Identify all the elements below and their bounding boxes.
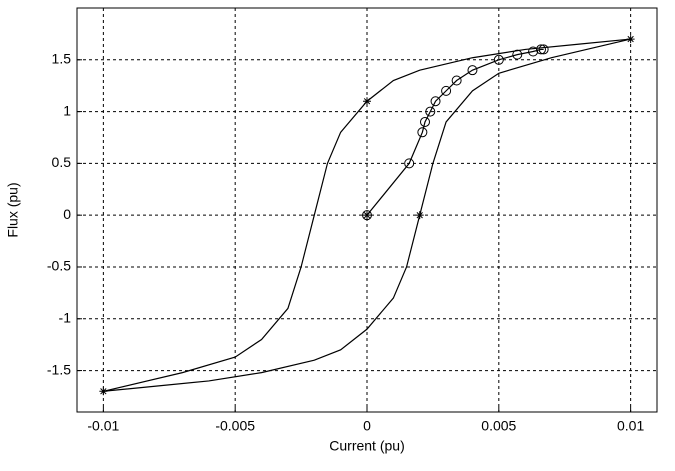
star-marker <box>626 35 635 44</box>
marker <box>528 46 539 57</box>
marker <box>538 44 549 55</box>
x-tick-label: -0.005 <box>215 418 255 434</box>
x-tick-label: 0.01 <box>617 418 644 434</box>
marker <box>362 210 372 221</box>
curve <box>103 38 631 392</box>
x-tick-label: -0.01 <box>87 418 119 434</box>
y-axis-label: Flux (pu) <box>5 182 21 237</box>
x-axis-label: Current (pu) <box>329 438 404 454</box>
marker <box>467 65 478 76</box>
marker <box>451 75 462 86</box>
marker <box>493 54 504 65</box>
marker <box>404 158 415 169</box>
y-tick-label: 0 <box>63 206 71 222</box>
y-tick-label: -1 <box>59 309 72 325</box>
marker <box>417 127 428 138</box>
marker <box>425 106 436 117</box>
y-tick-label: 1.5 <box>52 50 72 66</box>
plot-frame <box>76 7 658 413</box>
star-marker <box>363 211 371 220</box>
star-marker <box>99 387 108 396</box>
x-tick-label: 0 <box>363 418 371 434</box>
y-tick-label: 1 <box>63 102 71 118</box>
y-tick-label: -0.5 <box>47 258 71 274</box>
marker <box>441 85 452 96</box>
x-tick-label: 0.005 <box>481 418 516 434</box>
star-marker <box>415 211 424 220</box>
marker <box>430 96 441 107</box>
marker <box>536 44 546 55</box>
y-tick-label: 0.5 <box>52 154 72 170</box>
y-tick-label: -1.5 <box>47 361 71 377</box>
curve <box>103 38 631 392</box>
curve <box>366 48 544 216</box>
marker <box>420 116 430 127</box>
star-marker <box>363 97 371 106</box>
marker <box>512 49 523 60</box>
